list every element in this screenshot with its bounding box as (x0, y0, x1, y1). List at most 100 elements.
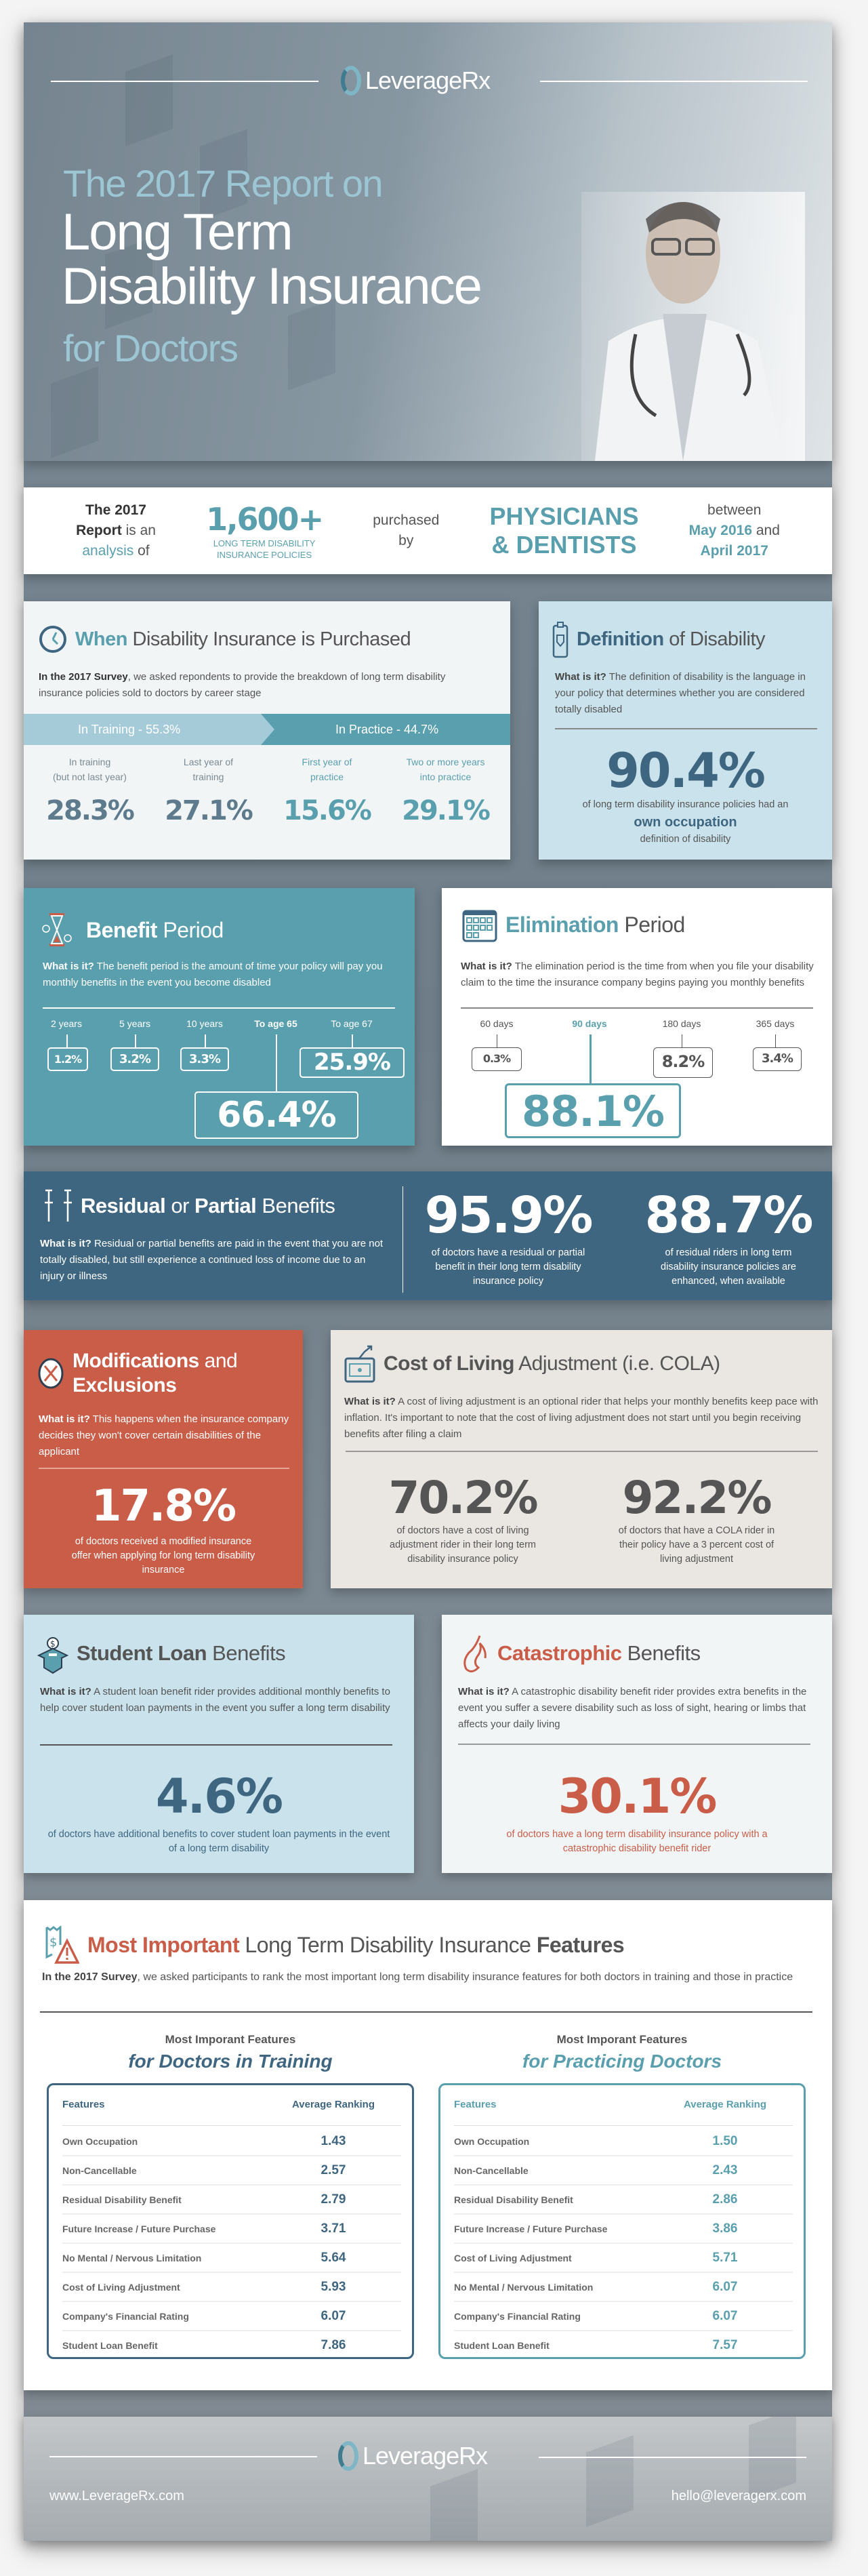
feature-ranking: 2.57 (321, 2163, 346, 2177)
stats-text: analysis (82, 543, 134, 559)
feature-name: No Mental / Nervous Limitation (62, 2253, 202, 2263)
feature-ranking: 1.43 (321, 2134, 346, 2148)
title-part: Partial (194, 1194, 257, 1217)
feature-name: Residual Disability Benefit (454, 2194, 573, 2205)
intro-rest: , we asked participants to rank the most… (137, 1971, 793, 1983)
intro-text: In the 2017 Survey, we asked participant… (42, 1969, 794, 1986)
when-purchased-section: When Disability Insurance is Purchased I… (24, 601, 510, 860)
title-bold: Elimination (505, 912, 619, 937)
what-text: What is it? The definition of disability… (555, 669, 819, 718)
title-part: and (199, 1350, 238, 1372)
stat-value: 17.8% (91, 1481, 236, 1531)
date-to: April 2017 (700, 543, 768, 559)
stat-caption: of doctors have a long term disability i… (506, 1829, 768, 1854)
cola-section: Cost of Living Adjustment (i.e. COLA) Wh… (331, 1330, 832, 1588)
crutches-icon (41, 1189, 73, 1223)
table-row: Residual Disability Benefit 2.79 (62, 2186, 401, 2215)
feature-ranking: 3.71 (321, 2221, 346, 2236)
divider (458, 1744, 810, 1745)
residual-benefits-section: Residual or Partial Benefits What is it?… (24, 1171, 832, 1300)
period-value: 0.3% (482, 1052, 511, 1065)
stats-text: by (398, 533, 414, 548)
divider (402, 1186, 403, 1293)
period-value-box: 0.3% (472, 1047, 522, 1071)
title-line-1: The 2017 Report on (63, 162, 384, 205)
stat-caption: of residual riders in long term disabili… (661, 1247, 796, 1287)
feature-name: Residual Disability Benefit (62, 2194, 182, 2205)
stat-emphasis: own occupation (634, 815, 737, 830)
graduation-cap-dollar-icon: $ (37, 1632, 68, 1674)
stage-item: Two or more years into practice 29.1% (386, 754, 505, 826)
connector-line (135, 1034, 136, 1047)
title-rest: of Disability (669, 628, 766, 650)
divider (43, 1007, 395, 1009)
stage-label: training (192, 771, 224, 782)
footer-logo[interactable]: LeverageRx (338, 2441, 488, 2471)
feature-name: Cost of Living Adjustment (62, 2282, 180, 2293)
connector-line (775, 1034, 776, 1047)
column-header: Average Ranking (684, 2099, 766, 2110)
date-range: between May 2016 and April 2017 (689, 500, 780, 561)
logo-ring-icon (338, 2441, 358, 2471)
period-value-box: 25.9% (299, 1047, 405, 1078)
what-body: The elimination period is the time from … (461, 961, 814, 988)
what-body: A student loan benefit rider provides ad… (40, 1686, 390, 1714)
table-row: Future Increase / Future Purchase 3.71 (62, 2215, 401, 2244)
feature-ranking: 7.57 (712, 2338, 738, 2352)
stat-caption: definition of disability (640, 834, 731, 845)
clipboard-shield-icon (552, 620, 569, 658)
what-body: A cost of living adjustment is an option… (344, 1396, 819, 1440)
email-link[interactable]: hello@leveragerx.com (671, 2489, 806, 2503)
intro-text: In the 2017 Survey, we asked repondents … (39, 669, 486, 702)
divider (39, 1468, 289, 1469)
stats-text: and (752, 523, 780, 538)
feature-ranking: 5.71 (712, 2251, 738, 2265)
period-value: 3.4% (762, 1051, 793, 1066)
title-rest: Disability Insurance is Purchased (132, 628, 411, 650)
table-row: Residual Disability Benefit 2.86 (454, 2186, 793, 2215)
what-text: What is it? The benefit period is the am… (43, 959, 398, 991)
what-body: A catastrophic disability benefit rider … (458, 1686, 807, 1730)
count-label: INSURANCE POLICIES (217, 550, 312, 560)
period-label: 90 days (572, 1018, 607, 1029)
what-label: What is it? (39, 1413, 90, 1425)
title-line-2: Long Term (62, 203, 293, 261)
section-title: Catastrophic Benefits (462, 1634, 701, 1673)
leveragerx-logo[interactable]: LeverageRx (341, 66, 491, 96)
student-stat: 4.6% of doctors have additional benefits … (24, 1769, 414, 1856)
footer: LeverageRx www.LeverageRx.com hello@leve… (24, 2417, 832, 2541)
column-header: Features (454, 2099, 497, 2110)
stage-value: 15.6% (283, 795, 372, 826)
stage-label: into practice (419, 771, 472, 782)
title-part: Benefits (256, 1194, 335, 1217)
clock-icon (39, 624, 67, 654)
title-bold: Catastrophic (497, 1641, 622, 1665)
stat-caption: of long term disability insurance polici… (582, 799, 789, 810)
stats-text: Report (76, 523, 122, 538)
feature-ranking: 2.86 (712, 2192, 738, 2207)
section-title: Benefit Period (41, 912, 224, 948)
purchased-by: purchased by (373, 510, 439, 551)
stage-item: First year of practice 15.6% (268, 754, 386, 826)
table-row: Company's Financial Rating 6.07 (62, 2302, 401, 2331)
feature-ranking: 5.93 (321, 2280, 346, 2294)
divider (49, 2456, 317, 2457)
period-label: 60 days (480, 1018, 514, 1029)
website-link[interactable]: www.LeverageRx.com (49, 2489, 184, 2503)
feature-ranking: 2.79 (321, 2192, 346, 2207)
stat-value: 92.2% (622, 1472, 772, 1524)
connector-line (590, 1034, 592, 1083)
intro-rest: , we asked repondents to provide the bre… (39, 671, 446, 699)
svg-text:$: $ (50, 1639, 55, 1649)
what-body: The definition of disability is the lang… (555, 671, 806, 715)
title-part: Features (536, 1932, 625, 1957)
period-value: 8.2% (661, 1052, 705, 1071)
what-label: What is it? (43, 961, 94, 972)
period-label: 5 years (119, 1018, 150, 1029)
title-part: or (165, 1194, 195, 1217)
period-value: 25.9% (314, 1049, 391, 1076)
elimination-period-section: Elimination Period What is it? The elimi… (442, 888, 832, 1146)
audience-line: PHYSICIANS (489, 502, 639, 530)
divider (346, 1451, 818, 1452)
student-loan-section: $ Student Loan Benefits What is it? A st… (24, 1615, 414, 1873)
